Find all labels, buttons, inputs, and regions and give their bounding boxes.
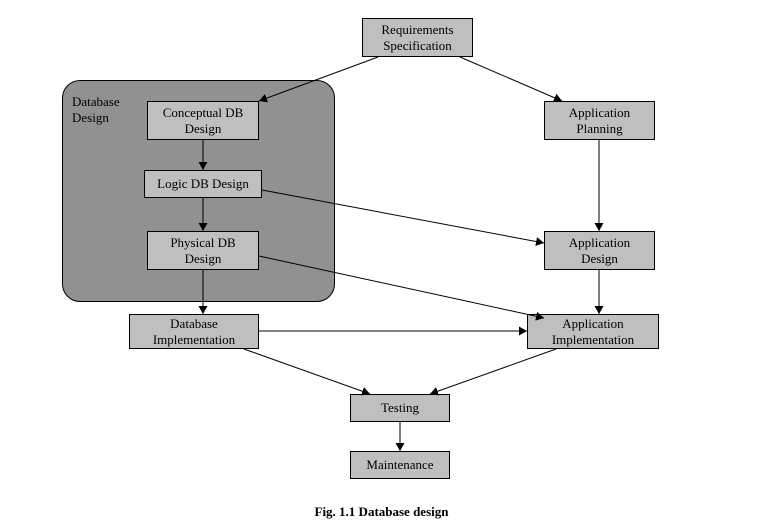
node-label: Application Planning (569, 105, 630, 136)
node-application-impl: Application Implementation (527, 314, 659, 349)
node-application-planning: Application Planning (544, 101, 655, 140)
edge-dbimpl-to-test (244, 349, 370, 394)
database-design-group-label: Database Design (72, 94, 120, 125)
node-testing: Testing (350, 394, 450, 422)
node-label: Application Implementation (552, 316, 634, 347)
node-database-impl: Database Implementation (129, 314, 259, 349)
database-design-flowchart: Database Design Requirements Specificati… (0, 0, 763, 528)
node-label: Database Implementation (153, 316, 235, 347)
node-conceptual-db-design: Conceptual DB Design (147, 101, 259, 140)
node-label: Application Design (569, 235, 630, 266)
node-maintenance: Maintenance (350, 451, 450, 479)
node-label: Testing (381, 400, 419, 416)
node-application-design: Application Design (544, 231, 655, 270)
node-label: Physical DB Design (170, 235, 235, 266)
edge-appimpl-to-test (430, 349, 556, 394)
figure-caption: Fig. 1.1 Database design (0, 504, 763, 520)
node-label: Requirements Specification (381, 22, 453, 53)
node-requirements-spec: Requirements Specification (362, 18, 473, 57)
node-label: Conceptual DB Design (163, 105, 244, 136)
node-physical-db-design: Physical DB Design (147, 231, 259, 270)
node-label: Logic DB Design (157, 176, 249, 192)
node-label: Maintenance (366, 457, 433, 473)
edge-req-to-appplan (460, 57, 562, 101)
node-logic-db-design: Logic DB Design (144, 170, 262, 198)
